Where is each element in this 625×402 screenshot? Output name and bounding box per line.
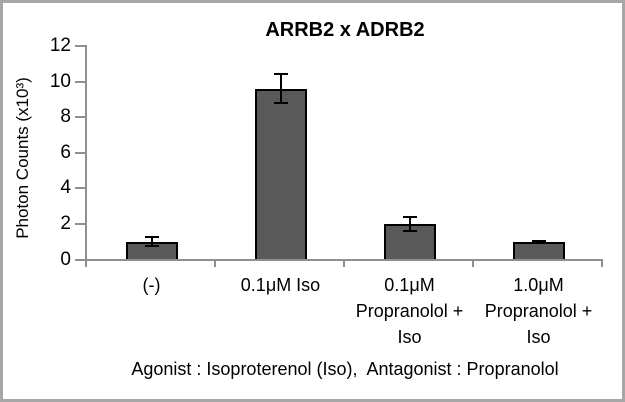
x-tick-mark — [214, 260, 216, 267]
y-tick-label: 6 — [60, 141, 71, 163]
chart-caption: Agonist : Isoproterenol (Iso), Antagonis… — [131, 359, 559, 379]
error-bar-cap-top — [531, 239, 546, 242]
y-tick-mark — [75, 151, 85, 154]
y-tick-mark — [75, 45, 85, 47]
error-bar-cap-top — [144, 236, 159, 239]
y-tick-label: 10 — [49, 70, 71, 92]
bar — [254, 88, 307, 260]
chart-title: ARRB2 x ADRB2 — [265, 19, 425, 41]
y-axis-line — [85, 45, 87, 261]
bar — [512, 241, 565, 260]
y-tick-label: 8 — [60, 106, 71, 128]
y-tick-mark — [75, 258, 85, 261]
y-tick-mark — [75, 80, 85, 83]
plot-area: 0 2 4 6 8 10 12 (-) 0.1μM Iso 0.1μM Propranolol +… — [3, 3, 622, 399]
error-bar-line — [279, 74, 282, 103]
x-tick-mark — [85, 260, 87, 267]
x-category-label: 0.1μM Propranolol + Iso — [355, 275, 464, 347]
y-tick-mark — [75, 116, 85, 119]
y-tick-mark — [75, 187, 85, 190]
x-category-label: 1.0μM Propranolol + Iso — [484, 275, 593, 347]
error-bar-line — [408, 216, 411, 232]
error-bar-cap-top — [273, 73, 288, 76]
y-tick-label: 0 — [60, 248, 71, 270]
y-tick-label: 12 — [49, 35, 71, 56]
x-category-label: 0.1μM Iso — [240, 275, 321, 295]
x-tick-mark — [601, 260, 603, 267]
error-bar-cap-bottom — [531, 241, 546, 244]
x-tick-mark — [343, 260, 345, 267]
error-bar-line — [150, 237, 153, 247]
error-bar-cap-bottom — [144, 245, 159, 248]
error-bar-cap-top — [402, 215, 417, 218]
error-bar-cap-bottom — [273, 101, 288, 104]
x-axis-line — [85, 258, 603, 261]
x-category-label: (-) — [142, 275, 161, 295]
x-tick-mark — [472, 260, 474, 267]
y-tick-mark — [75, 222, 85, 225]
y-tick-label: 2 — [60, 212, 71, 234]
y-tick-label: 4 — [60, 177, 71, 199]
error-bar-cap-bottom — [402, 230, 417, 233]
